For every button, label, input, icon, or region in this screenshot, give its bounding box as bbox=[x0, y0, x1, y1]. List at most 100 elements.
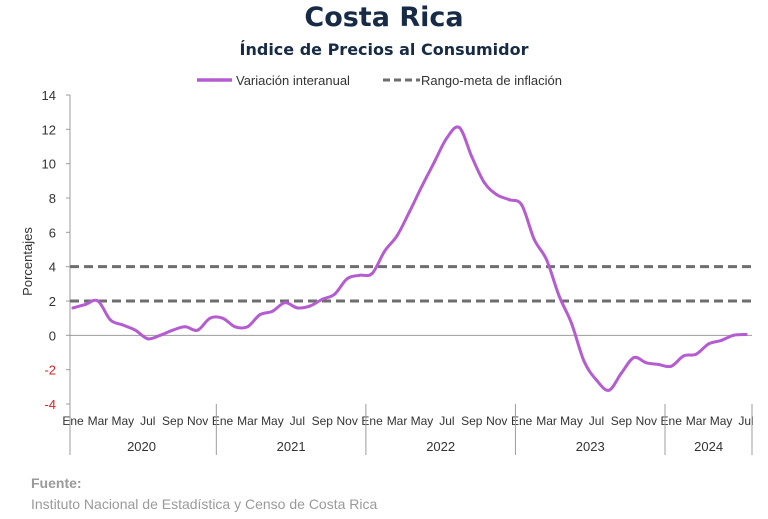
x-tick-label: May bbox=[560, 414, 583, 428]
x-tick-label: Mar bbox=[686, 414, 707, 428]
data-point bbox=[395, 234, 399, 238]
x-tick-label: Ene bbox=[212, 414, 234, 428]
data-point bbox=[744, 333, 748, 336]
y-tick-label: 2 bbox=[49, 294, 56, 309]
data-point bbox=[507, 198, 511, 202]
data-point bbox=[657, 363, 661, 366]
data-point bbox=[96, 299, 100, 303]
x-tick-label: Sep bbox=[312, 414, 334, 428]
data-point bbox=[320, 297, 324, 301]
data-point bbox=[607, 388, 611, 392]
x-tick-label: Ene bbox=[361, 414, 383, 428]
data-point bbox=[669, 364, 673, 368]
data-point bbox=[632, 356, 636, 360]
y-tick-label: 4 bbox=[49, 260, 56, 275]
x-tick-label: Ene bbox=[62, 414, 84, 428]
data-point bbox=[333, 292, 337, 296]
x-tick-label: May bbox=[411, 414, 434, 428]
data-point bbox=[520, 203, 524, 207]
data-point bbox=[84, 302, 87, 306]
x-tick-label: Mar bbox=[536, 414, 557, 428]
x-tick-label: Jul bbox=[290, 414, 305, 428]
x-year-label: 2020 bbox=[127, 439, 156, 454]
y-tick-label: -4 bbox=[44, 397, 56, 412]
x-tick-label: Jul bbox=[589, 414, 604, 428]
data-point bbox=[258, 313, 262, 317]
x-tick-label: Sep bbox=[162, 414, 184, 428]
data-point bbox=[208, 316, 212, 320]
series-line-variacion bbox=[71, 125, 748, 392]
data-point bbox=[171, 328, 175, 332]
data-point bbox=[270, 309, 274, 313]
y-tick-label: 0 bbox=[49, 328, 56, 343]
data-point bbox=[557, 294, 561, 298]
x-tick-label: Jul bbox=[738, 414, 753, 428]
data-point bbox=[619, 371, 623, 375]
y-tick-label: 8 bbox=[49, 191, 56, 206]
x-tick-label: Nov bbox=[486, 414, 507, 428]
data-point bbox=[221, 316, 225, 320]
x-tick-label: Mar bbox=[387, 414, 408, 428]
y-tick-label: -2 bbox=[44, 363, 56, 378]
x-tick-label: Sep bbox=[611, 414, 633, 428]
x-year-label: 2023 bbox=[576, 439, 605, 454]
chart-subtitle: Índice de Precios al Consumidor bbox=[239, 40, 529, 59]
y-tick-label: 12 bbox=[42, 122, 56, 137]
x-tick-label: Mar bbox=[88, 414, 109, 428]
x-year-label: 2024 bbox=[694, 439, 723, 454]
data-point bbox=[432, 160, 436, 164]
y-tick-label: 6 bbox=[49, 225, 56, 240]
source-label: Fuente: bbox=[31, 475, 82, 491]
data-point bbox=[719, 339, 723, 342]
legend-label-variacion: Variación interanual bbox=[236, 73, 350, 88]
x-tick-label: Nov bbox=[337, 414, 358, 428]
data-point bbox=[158, 333, 162, 337]
data-point bbox=[470, 155, 474, 159]
data-point bbox=[495, 193, 499, 197]
legend-label-rango: Rango-meta de inflación bbox=[421, 73, 562, 88]
data-point bbox=[545, 258, 549, 262]
data-point bbox=[420, 184, 424, 188]
data-point bbox=[133, 328, 137, 332]
data-point bbox=[707, 342, 711, 346]
data-point bbox=[570, 321, 573, 325]
data-point bbox=[295, 306, 299, 310]
data-point bbox=[308, 304, 312, 308]
y-tick-label: 10 bbox=[42, 157, 56, 172]
x-tick-label: Mar bbox=[237, 414, 258, 428]
x-tick-label: Jul bbox=[140, 414, 155, 428]
data-point bbox=[732, 333, 735, 337]
x-tick-label: Ene bbox=[511, 414, 533, 428]
data-point bbox=[146, 337, 150, 341]
y-axis-title: Porcentajes bbox=[20, 227, 35, 296]
data-point bbox=[694, 352, 698, 356]
data-point bbox=[71, 306, 75, 310]
data-point bbox=[196, 328, 200, 332]
data-point bbox=[457, 126, 461, 130]
data-point bbox=[246, 325, 249, 329]
data-point bbox=[445, 136, 449, 140]
x-year-label: 2022 bbox=[426, 439, 455, 454]
data-point bbox=[482, 181, 486, 185]
x-tick-label: May bbox=[112, 414, 135, 428]
data-point bbox=[383, 249, 387, 253]
x-tick-label: Nov bbox=[187, 414, 208, 428]
chart-title: Costa Rica bbox=[304, 2, 464, 33]
data-point bbox=[358, 273, 362, 277]
data-point bbox=[283, 301, 287, 305]
source-text: Instituto Nacional de Estadística y Cens… bbox=[31, 496, 378, 512]
data-point bbox=[233, 325, 237, 329]
data-point bbox=[532, 237, 536, 241]
data-point bbox=[183, 325, 187, 329]
x-tick-label: May bbox=[710, 414, 733, 428]
data-point bbox=[370, 272, 374, 275]
x-tick-label: Jul bbox=[439, 414, 454, 428]
x-tick-label: Nov bbox=[636, 414, 657, 428]
data-point bbox=[345, 277, 349, 281]
x-tick-label: Sep bbox=[461, 414, 483, 428]
data-point bbox=[408, 210, 411, 214]
y-tick-label: 14 bbox=[42, 88, 56, 103]
data-point bbox=[682, 354, 686, 358]
data-point bbox=[644, 361, 648, 365]
data-point bbox=[594, 378, 598, 382]
